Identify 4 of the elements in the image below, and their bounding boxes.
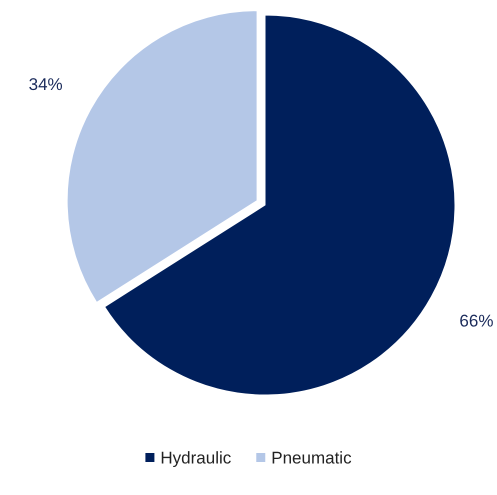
legend-label: Pneumatic	[271, 448, 352, 468]
legend-label: Hydraulic	[160, 448, 232, 468]
data-label: 66%	[459, 312, 494, 331]
data-label: 34%	[28, 74, 63, 94]
